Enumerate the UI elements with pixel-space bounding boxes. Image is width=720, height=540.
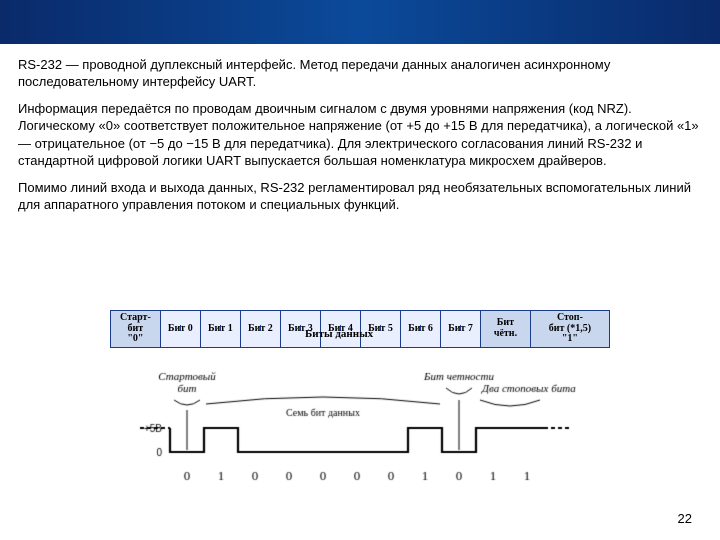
slide-header-bar bbox=[0, 0, 720, 44]
page-number: 22 bbox=[678, 511, 692, 526]
paragraph-2: Информация передаётся по проводам двоичн… bbox=[18, 100, 702, 169]
paragraph-1: RS-232 — проводной дуплексный интерфейс.… bbox=[18, 56, 702, 90]
paragraph-3: Помимо линий входа и выхода данных, RS-2… bbox=[18, 179, 702, 213]
body-text-block: RS-232 — проводной дуплексный интерфейс.… bbox=[0, 44, 720, 213]
cell-parity-bit: Битчётн. bbox=[481, 311, 531, 348]
cell-start-bit: Старт-бит"0" bbox=[111, 311, 161, 348]
cell-stop-bit: Стоп-бит (*1,5)"1" bbox=[530, 311, 609, 348]
uart-frame-figure: Старт-бит"0" Бит 0 Бит 1 Бит 2 Бит 3 Бит… bbox=[110, 310, 610, 495]
data-bits-caption: Биты данных bbox=[305, 328, 373, 340]
uart-waveform-diagram bbox=[110, 370, 610, 490]
